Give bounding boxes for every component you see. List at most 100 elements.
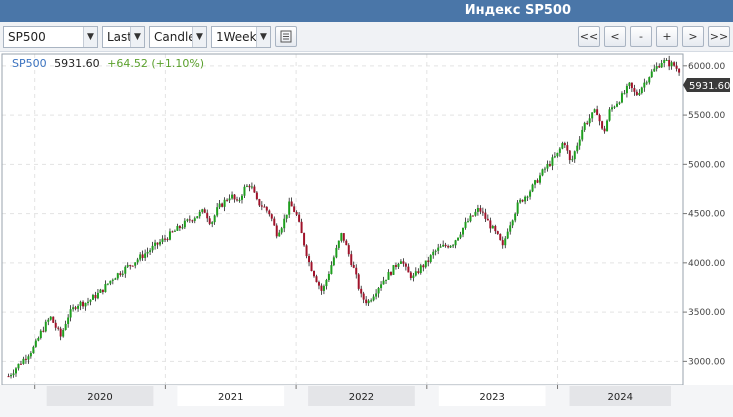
next-button[interactable]: > <box>682 26 704 47</box>
candle-body <box>501 240 504 246</box>
candle <box>457 237 460 242</box>
chart-style-select[interactable]: Candle ▼ <box>149 26 207 48</box>
indicators-button[interactable] <box>275 26 297 47</box>
candle <box>335 244 338 259</box>
candle <box>298 212 301 223</box>
candle-body <box>168 231 171 240</box>
candle <box>529 189 532 200</box>
candle <box>196 216 199 219</box>
candle <box>285 214 288 223</box>
candle-body <box>645 82 648 84</box>
period-value: 1Week <box>216 30 257 44</box>
candle <box>106 283 109 286</box>
candle-body <box>136 259 139 263</box>
candle <box>109 280 112 286</box>
y-tick-label: 5000.00 <box>688 160 725 170</box>
candle <box>139 252 142 262</box>
candle <box>486 214 489 221</box>
candle <box>24 354 27 364</box>
candle <box>424 260 427 269</box>
first-button[interactable]: << <box>578 26 600 47</box>
candle-body <box>678 68 681 73</box>
candle-body <box>536 180 539 183</box>
candle <box>124 265 127 278</box>
candle <box>427 256 430 267</box>
candle-body <box>452 245 455 247</box>
candle <box>32 345 35 354</box>
candle <box>233 194 236 203</box>
candle-body <box>24 358 27 360</box>
candle <box>166 237 169 242</box>
candle-body <box>543 168 546 170</box>
candle-body <box>531 184 534 192</box>
symbol-select[interactable]: SP500 ▼ <box>3 26 98 48</box>
candle-body <box>613 106 616 108</box>
y-tick-label: 4000.00 <box>688 259 725 269</box>
last-button[interactable]: >> <box>708 26 730 47</box>
candle-body <box>67 317 70 324</box>
candle <box>402 258 405 267</box>
price-chart[interactable]: 3000.00 3500.00 4000.00 4500.00 5000.00 5500.… <box>0 52 733 417</box>
candle-body <box>94 294 97 299</box>
candle <box>675 61 678 72</box>
candle-body <box>173 230 176 232</box>
candle <box>479 205 482 215</box>
period-select[interactable]: 1Week ▼ <box>211 26 271 48</box>
candle <box>340 232 343 243</box>
candle <box>22 356 25 365</box>
candle-body <box>444 244 447 247</box>
candle <box>581 126 584 142</box>
candle <box>439 243 442 248</box>
zoom-in-button[interactable]: + <box>656 26 678 47</box>
candle-body <box>295 211 298 215</box>
candle <box>303 232 306 247</box>
candle-body <box>293 206 296 212</box>
candle <box>494 224 497 235</box>
x-axis: 2020 2021 2022 2023 2024 <box>0 385 733 417</box>
candle <box>561 141 564 150</box>
x-year-band <box>308 386 415 406</box>
candle-body <box>47 319 50 322</box>
zoom-out-button[interactable]: - <box>630 26 652 47</box>
prev-button[interactable]: < <box>604 26 626 47</box>
candle <box>317 280 320 290</box>
candle <box>568 149 571 164</box>
candle-body <box>380 284 383 289</box>
candle-body <box>49 316 52 320</box>
candle <box>17 363 20 371</box>
candle <box>221 202 224 208</box>
candle <box>218 199 221 210</box>
candle-body <box>240 195 243 200</box>
candle <box>606 119 609 132</box>
candle-body <box>166 238 169 240</box>
y-tick-label: 6000.00 <box>688 62 725 72</box>
x-year-band <box>438 386 546 406</box>
candle <box>447 244 450 249</box>
candle <box>54 319 57 331</box>
candle <box>350 250 353 267</box>
candle-body <box>578 139 581 146</box>
candle <box>543 166 546 173</box>
candle-body <box>263 206 266 208</box>
candle-body <box>539 175 542 183</box>
title-bar: Индекс SP500 <box>0 0 733 22</box>
candle-body <box>288 201 291 215</box>
candle <box>382 276 385 285</box>
chart-area[interactable]: 3000.00 3500.00 4000.00 4500.00 5000.00 5500.… <box>0 52 733 417</box>
candle-body <box>134 262 137 266</box>
candle <box>74 305 77 311</box>
candle-body <box>208 218 211 224</box>
candle-body <box>77 305 80 309</box>
candle <box>539 172 542 185</box>
candle-body <box>12 373 15 376</box>
candle <box>203 207 206 213</box>
price-field-select[interactable]: Last ▼ <box>102 26 145 48</box>
candle <box>553 152 556 159</box>
candle-body <box>571 159 574 161</box>
candle-body <box>670 62 673 67</box>
price-field-value: Last <box>107 30 132 44</box>
candle-body <box>432 251 435 256</box>
candle-body <box>486 218 489 221</box>
candle-body <box>183 220 186 228</box>
candle <box>442 240 445 247</box>
